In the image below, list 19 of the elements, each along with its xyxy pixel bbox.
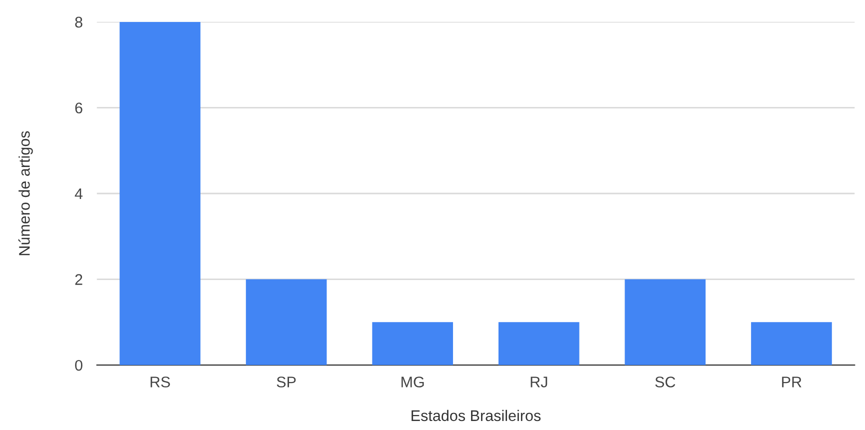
x-tick-label: SC: [655, 376, 676, 388]
y-tick-label: 8: [75, 16, 82, 28]
x-tick-label: PR: [782, 376, 802, 388]
x-axis-title: Estados Brasileiros: [412, 410, 541, 422]
x-tick-label: MG: [402, 376, 424, 388]
bar: [751, 322, 832, 366]
y-axis-title: Número de artigos: [18, 131, 33, 256]
y-tick-label: 0: [75, 360, 82, 371]
x-tick-label: RS: [150, 376, 170, 388]
y-tick-label: 2: [75, 274, 82, 285]
bar: [372, 322, 454, 366]
bar: [120, 22, 200, 366]
y-tick-label: 6: [75, 102, 82, 114]
bar: [624, 279, 706, 366]
bar: [498, 322, 580, 366]
y-tick-label: 4: [74, 188, 83, 200]
x-tick-label: SP: [276, 376, 296, 388]
x-tick-label: RJ: [530, 376, 548, 388]
bar: [246, 279, 327, 366]
